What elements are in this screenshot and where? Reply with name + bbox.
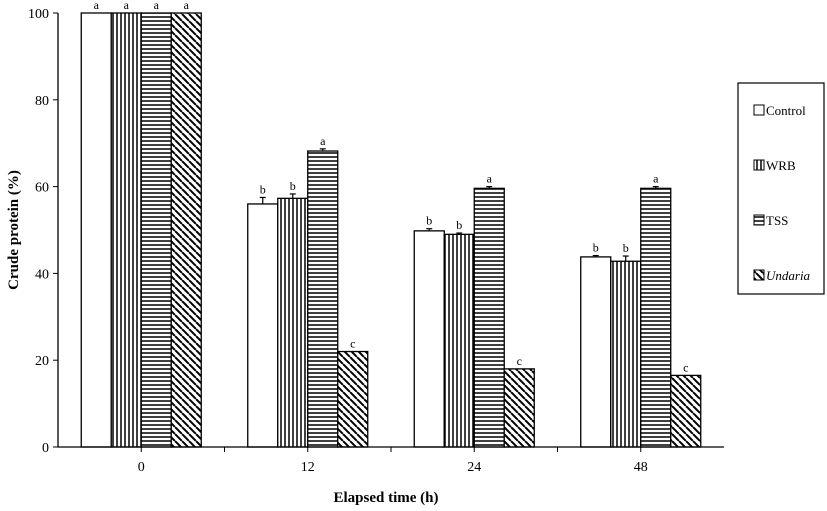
bar-undaria-24 [503, 368, 535, 448]
significance-label: b [623, 241, 629, 255]
significance-label: a [94, 0, 100, 12]
y-tick-label: 100 [28, 7, 49, 22]
x-tick-label: 24 [467, 460, 481, 475]
bar-wrb-12 [277, 197, 309, 448]
bar-control-48 [580, 256, 612, 448]
significance-label: a [653, 172, 659, 186]
x-tick-label: 0 [138, 460, 145, 475]
legend-box [737, 82, 825, 295]
y-tick-label: 60 [35, 181, 49, 196]
bar-tss-24 [473, 187, 505, 448]
bar-undaria-12 [337, 350, 369, 448]
y-tick-label: 40 [35, 267, 49, 282]
bar-tss-12 [307, 150, 339, 448]
significance-label: a [124, 0, 130, 12]
legend-label-tss: TSS [766, 213, 788, 228]
legend-swatch-undaria [753, 269, 765, 281]
legend-label-control: Control [766, 103, 806, 118]
x-tick-label: 12 [301, 460, 315, 475]
y-tick-label: 0 [42, 441, 49, 456]
significance-label: a [154, 0, 160, 12]
bar-wrb-24 [443, 233, 475, 448]
legend-swatch-control [753, 104, 765, 116]
x-axis-title: Elapsed time (h) [334, 490, 439, 506]
legend-label-wrb: WRB [766, 158, 796, 173]
bar-tss-0 [140, 12, 172, 448]
bar-undaria-0 [170, 12, 202, 448]
significance-label: c [683, 360, 688, 374]
y-tick-label: 20 [35, 354, 49, 369]
bar-wrb-48 [610, 260, 642, 448]
legend: Control WRB TSS Undaria [737, 82, 825, 295]
legend-swatch-tss [753, 214, 765, 226]
bar-control-12 [247, 203, 279, 448]
y-tick-label: 80 [35, 94, 49, 109]
legend-label-undaria: Undaria [766, 268, 811, 283]
significance-label: b [593, 241, 599, 255]
significance-label: b [456, 218, 462, 232]
bar-wrb-0 [110, 12, 142, 448]
significance-label: b [426, 214, 432, 228]
x-tick-label: 48 [634, 460, 648, 475]
significance-label: a [184, 0, 190, 12]
significance-label: b [290, 179, 296, 193]
y-axis-title: Crude protein (%) [6, 170, 22, 290]
significance-label: c [350, 337, 355, 351]
significance-label: c [517, 354, 522, 368]
bar-control-0 [80, 12, 112, 448]
bar-undaria-48 [670, 374, 702, 448]
significance-label: b [260, 182, 266, 196]
significance-label: a [320, 134, 326, 148]
bar-tss-48 [640, 187, 672, 448]
significance-label: a [487, 172, 493, 186]
legend-swatch-wrb [753, 159, 765, 171]
bar-control-24 [413, 230, 445, 448]
